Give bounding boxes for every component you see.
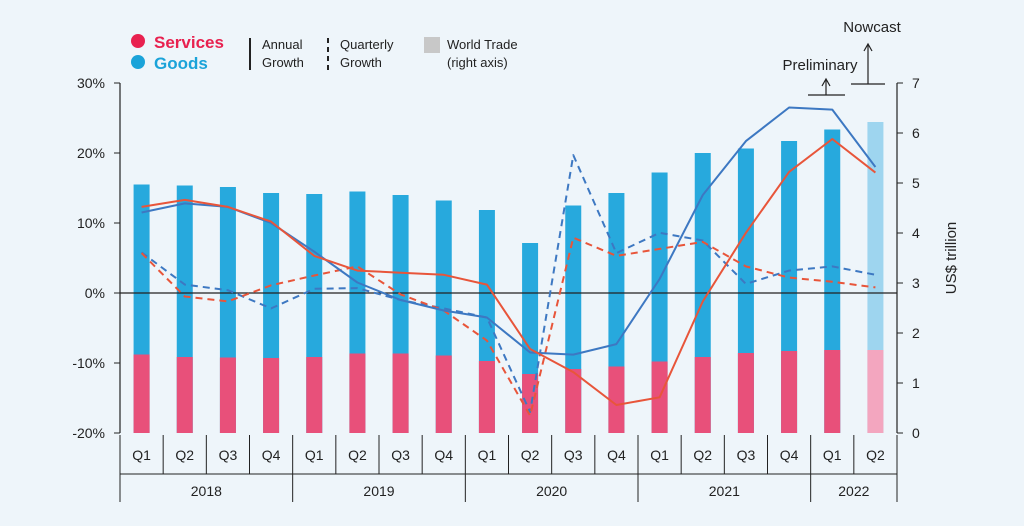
- services-bar: [608, 366, 625, 433]
- legend-world-trade-swatch: [424, 37, 440, 53]
- services-bar: [435, 355, 452, 433]
- x-axis: Q1 Q2 Q3 Q4 Q1 Q2 Q3 Q4 Q1 Q2 Q3 Q4 Q1 Q2 Q3 Q4 Q1 Q2 2018…: [119, 435, 898, 502]
- services-bar: [478, 361, 495, 433]
- right-tick-label: 0: [912, 425, 920, 441]
- left-tick-label: -10%: [72, 355, 105, 371]
- quarter-label: Q3: [219, 447, 238, 463]
- year-label: 2021: [709, 483, 740, 499]
- quarter-label: Q4: [780, 447, 799, 463]
- services-bar: [176, 357, 193, 433]
- right-tick-label: 6: [912, 125, 920, 141]
- legend-annual-label-2: Growth: [262, 55, 304, 70]
- legend-services-marker: [131, 34, 145, 48]
- legend-annual-label-1: Annual: [262, 37, 303, 52]
- year-label: 2018: [191, 483, 222, 499]
- legend-goods-marker: [131, 55, 145, 69]
- lines: [140, 106, 877, 417]
- right-axis-title: US$ trillion: [943, 222, 960, 295]
- services-bar: [867, 350, 884, 433]
- services-annual-line: [141, 138, 877, 406]
- annotations: Nowcast Preliminary: [782, 19, 902, 96]
- year-label: 2022: [838, 483, 869, 499]
- goods-annual-line: [141, 106, 877, 356]
- right-tick-label: 2: [912, 325, 920, 341]
- services-bar: [565, 369, 582, 433]
- services-bar: [522, 374, 539, 433]
- left-tick-label: -20%: [72, 425, 105, 441]
- left-tick-label: 30%: [77, 75, 105, 91]
- right-tick-label: 3: [912, 275, 920, 291]
- legend-quarterly-label-2: Growth: [340, 55, 382, 70]
- preliminary-label: Preliminary: [782, 57, 858, 74]
- services-bar: [737, 353, 754, 433]
- services-bar: [349, 353, 366, 433]
- quarter-label: Q2: [348, 447, 367, 463]
- bars: [133, 122, 884, 433]
- services-quarterly-line: [140, 236, 876, 417]
- legend: Services Goods Annual Growth Quarterly G…: [131, 33, 518, 73]
- year-label: 2020: [536, 483, 567, 499]
- services-bar: [219, 357, 236, 433]
- left-tick-label: 0%: [85, 285, 105, 301]
- quarter-label: Q1: [132, 447, 151, 463]
- right-tick-label: 7: [912, 75, 920, 91]
- nowcast-arrow-head: [863, 42, 873, 52]
- goods-quarterly-line: [141, 154, 876, 413]
- right-tick-label: 5: [912, 175, 920, 191]
- right-axis-ticks: 7 6 5 4 3 2 1 0: [897, 75, 920, 441]
- services-bar: [306, 357, 323, 433]
- quarter-label: Q3: [737, 447, 756, 463]
- quarter-label: Q2: [521, 447, 540, 463]
- services-bar: [392, 353, 409, 433]
- legend-services-label: Services: [154, 33, 224, 52]
- year-label: 2019: [363, 483, 394, 499]
- axes: [119, 83, 898, 433]
- right-tick-label: 4: [912, 225, 920, 241]
- quarter-label: Q4: [262, 447, 281, 463]
- quarter-label: Q3: [391, 447, 410, 463]
- left-tick-label: 20%: [77, 145, 105, 161]
- quarter-label: Q3: [564, 447, 583, 463]
- preliminary-arrow-head: [821, 77, 831, 87]
- quarter-label: Q4: [434, 447, 453, 463]
- services-bar: [133, 354, 150, 433]
- quarter-label: Q1: [478, 447, 497, 463]
- right-tick-label: 1: [912, 375, 920, 391]
- quarter-label: Q2: [866, 447, 885, 463]
- quarter-label: Q2: [175, 447, 194, 463]
- quarter-label: Q1: [305, 447, 324, 463]
- legend-goods-label: Goods: [154, 54, 208, 73]
- left-axis-ticks: 30% 20% 10% 0% -10% -20%: [72, 75, 120, 441]
- legend-quarterly-label-1: Quarterly: [340, 37, 394, 52]
- services-bar: [824, 350, 841, 433]
- quarter-label: Q1: [650, 447, 669, 463]
- quarter-label: Q2: [693, 447, 712, 463]
- legend-world-trade-label-2: (right axis): [447, 55, 508, 70]
- services-bar: [781, 351, 798, 433]
- left-tick-label: 10%: [77, 215, 105, 231]
- legend-world-trade-label-1: World Trade: [447, 37, 518, 52]
- nowcast-label: Nowcast: [843, 19, 901, 36]
- quarter-label: Q1: [823, 447, 842, 463]
- services-bar: [263, 358, 280, 433]
- services-bar: [694, 357, 711, 433]
- quarter-label: Q4: [607, 447, 626, 463]
